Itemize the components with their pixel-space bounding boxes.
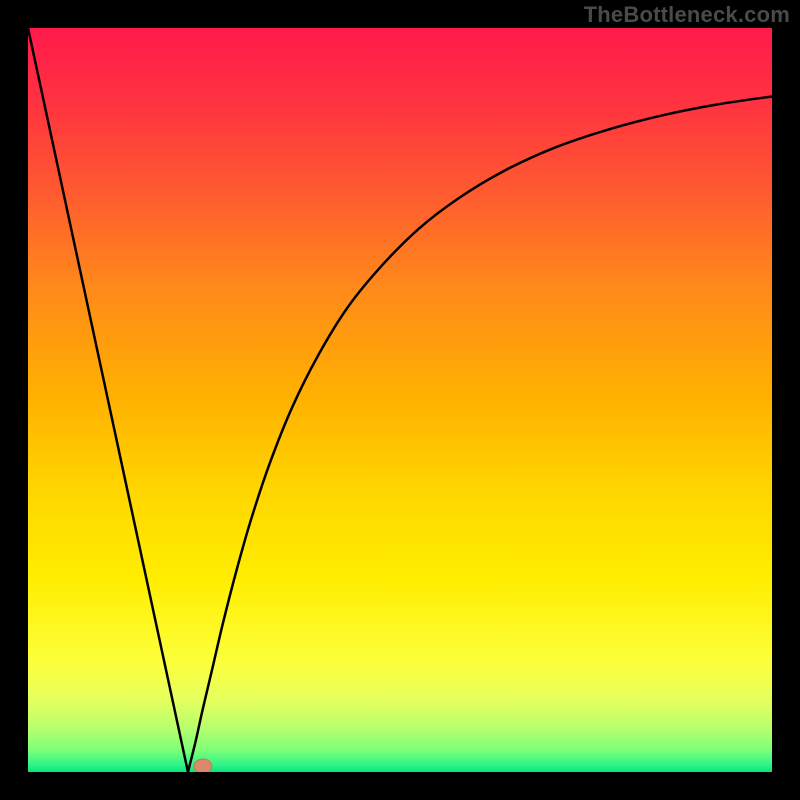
watermark-text: TheBottleneck.com <box>584 2 790 28</box>
plot-area <box>28 28 772 772</box>
optimum-marker <box>194 759 212 772</box>
gradient-background <box>28 28 772 772</box>
chart-container: TheBottleneck.com <box>0 0 800 800</box>
plot-svg <box>28 28 772 772</box>
